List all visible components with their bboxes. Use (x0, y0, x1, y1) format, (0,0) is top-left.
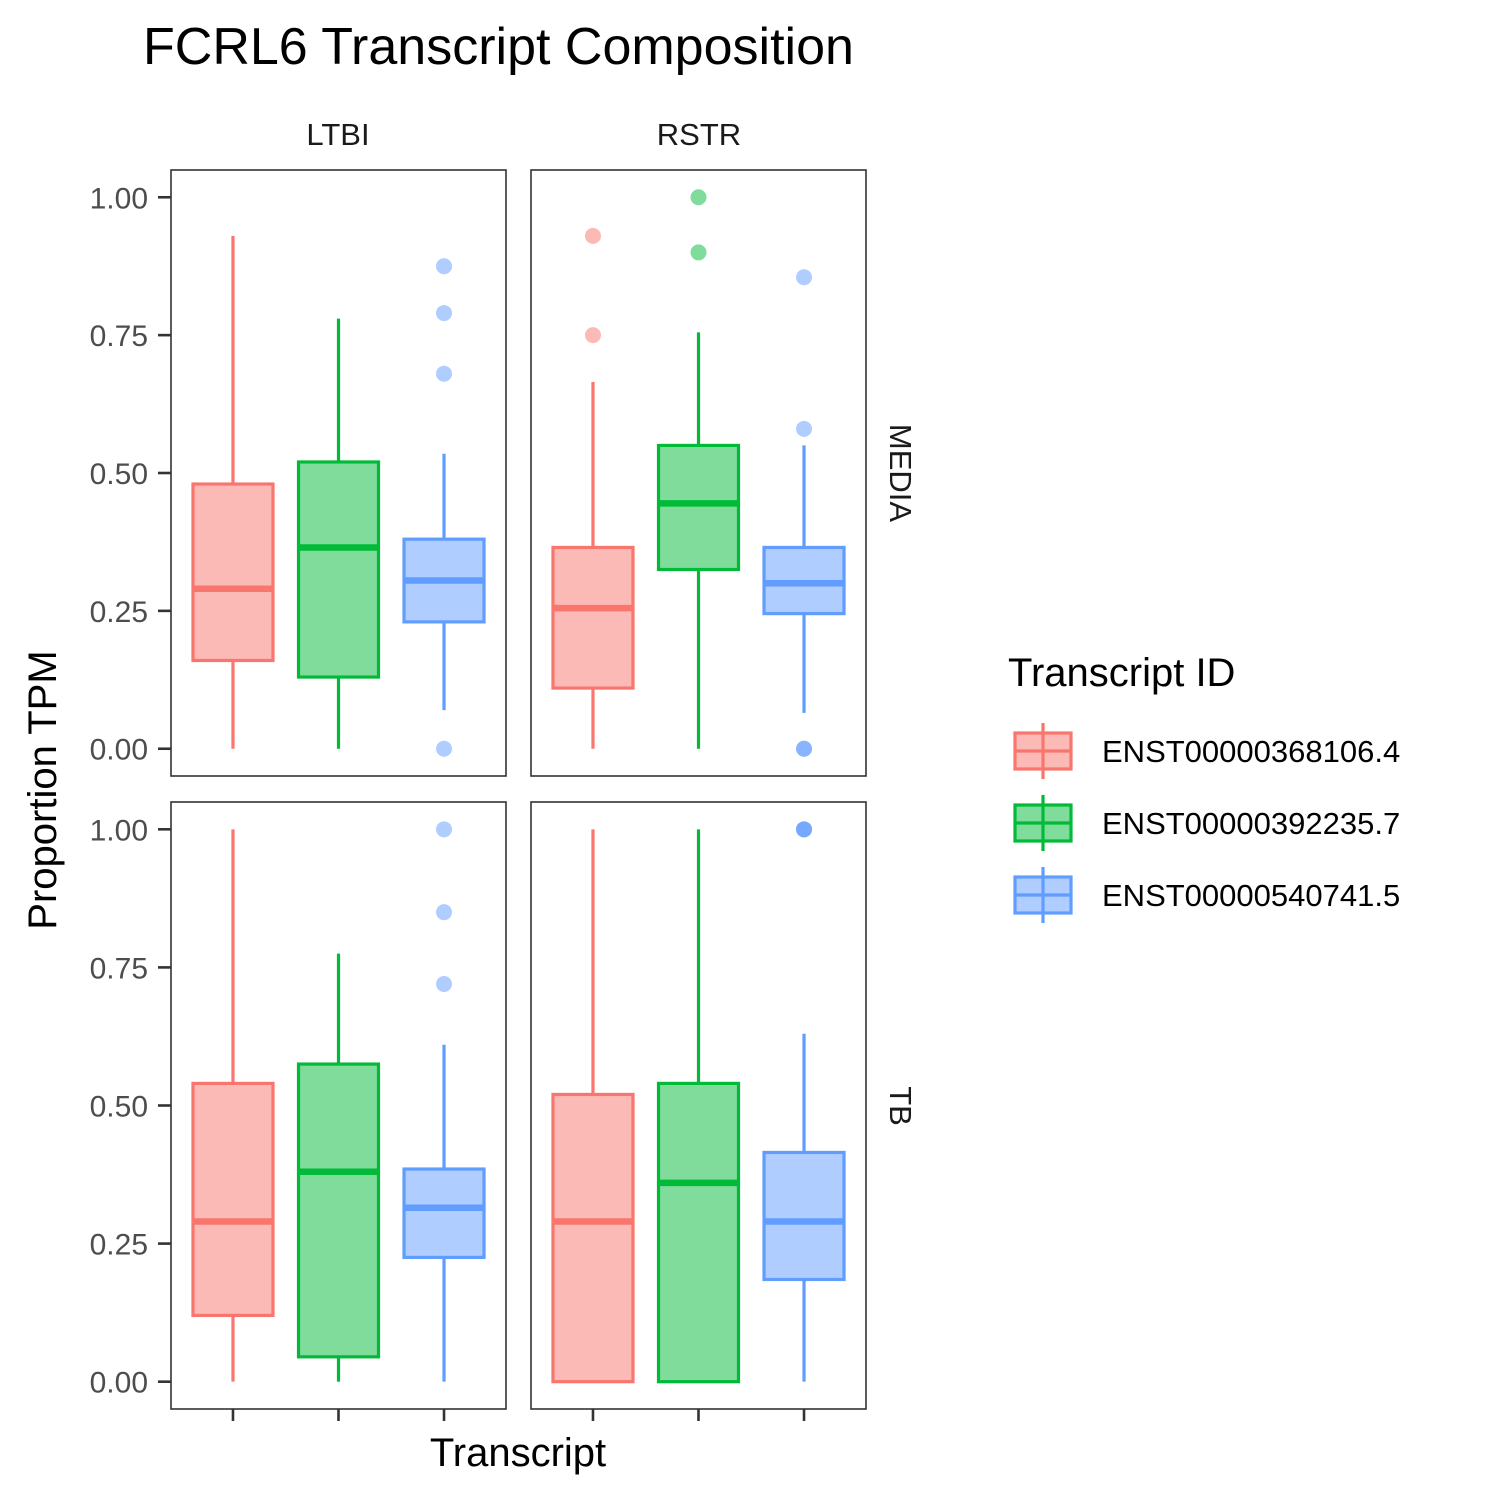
strip-label-media: MEDIA (883, 424, 918, 523)
boxplot (191, 829, 275, 1382)
y-tick-label: 0.75 (90, 952, 148, 985)
panel-rstr-tb (530, 801, 867, 1410)
y-tick-label: 0.50 (90, 1091, 148, 1124)
legend-key (1013, 795, 1073, 851)
outlier-point (436, 821, 453, 838)
panel-ltbi-tb (170, 801, 507, 1410)
y-axis-title: Proportion TPM (21, 650, 65, 929)
box (656, 443, 741, 572)
legend-label: ENST00000368106.4 (1102, 734, 1400, 769)
boxplot (656, 829, 741, 1384)
outlier-point (436, 904, 453, 921)
panel-rstr-media (530, 169, 867, 777)
y-tick-label: 0.25 (90, 1229, 148, 1262)
outlier-point (436, 305, 453, 322)
y-axis-left: 0.00 0.25 0.50 0.75 1.00 0.00 0.25 0.50 0.75 1.00 (90, 182, 171, 1400)
legend-item: ENST00000540741.5 (1013, 867, 1400, 923)
legend-label: ENST00000540741.5 (1102, 878, 1400, 913)
outlier-point (436, 258, 453, 275)
boxplot (296, 953, 381, 1382)
y-tick-label: 0.75 (90, 320, 148, 353)
panel-border (530, 169, 867, 777)
box (551, 545, 635, 690)
legend-item: ENST00000368106.4 (1013, 723, 1400, 779)
outlier-point (436, 365, 453, 382)
boxplot (656, 189, 741, 749)
box (296, 460, 381, 679)
y-tick-label: 0.00 (90, 734, 148, 767)
legend-key (1013, 867, 1073, 923)
outlier-point (796, 821, 813, 838)
panels (170, 169, 867, 1410)
y-tick-label: 1.00 (90, 814, 148, 847)
outlier-point (690, 244, 707, 261)
box (762, 1150, 846, 1282)
box (191, 1081, 275, 1318)
box (551, 1092, 635, 1384)
y-tick-label: 0.25 (90, 596, 148, 629)
y-tick-label: 0.50 (90, 458, 148, 491)
strip-label-ltbi: LTBI (306, 117, 369, 152)
box (296, 1062, 381, 1359)
legend: Transcript ID ENST00000368106.4ENST00000… (1008, 651, 1400, 923)
boxplot (191, 235, 275, 749)
legend-key (1013, 723, 1073, 779)
boxplot (296, 318, 381, 749)
boxplot (402, 821, 486, 1382)
boxplot (762, 269, 846, 757)
outlier-point (796, 740, 813, 757)
strip-label-tb: TB (883, 1086, 918, 1126)
legend-item: ENST00000392235.7 (1013, 795, 1400, 851)
outlier-point (690, 189, 707, 206)
facet-strips: LTBI RSTR MEDIA TB (306, 117, 918, 1126)
outlier-point (796, 269, 813, 286)
boxplot (402, 258, 486, 757)
boxplot (551, 829, 635, 1384)
box (191, 482, 275, 663)
y-tick-label: 0.00 (90, 1367, 148, 1400)
chart-title: FCRL6 Transcript Composition (143, 18, 854, 76)
x-axis-bottom (231, 1409, 806, 1421)
outlier-point (584, 327, 601, 344)
outlier-point (584, 227, 601, 244)
outlier-point (436, 975, 453, 992)
boxplot (551, 227, 635, 749)
outlier-point (796, 420, 813, 437)
box (656, 1081, 741, 1384)
legend-title: Transcript ID (1008, 651, 1235, 695)
boxplot (762, 821, 846, 1382)
y-tick-label: 1.00 (90, 182, 148, 215)
panel-ltbi-media (170, 169, 507, 777)
legend-label: ENST00000392235.7 (1102, 806, 1400, 841)
legend-items: ENST00000368106.4 ENST00000392235.7 ENST00… (1013, 723, 1400, 923)
box (402, 1167, 486, 1260)
outlier-point (436, 740, 453, 757)
x-axis-title: Transcript (430, 1431, 606, 1475)
strip-label-rstr: RSTR (657, 117, 741, 152)
